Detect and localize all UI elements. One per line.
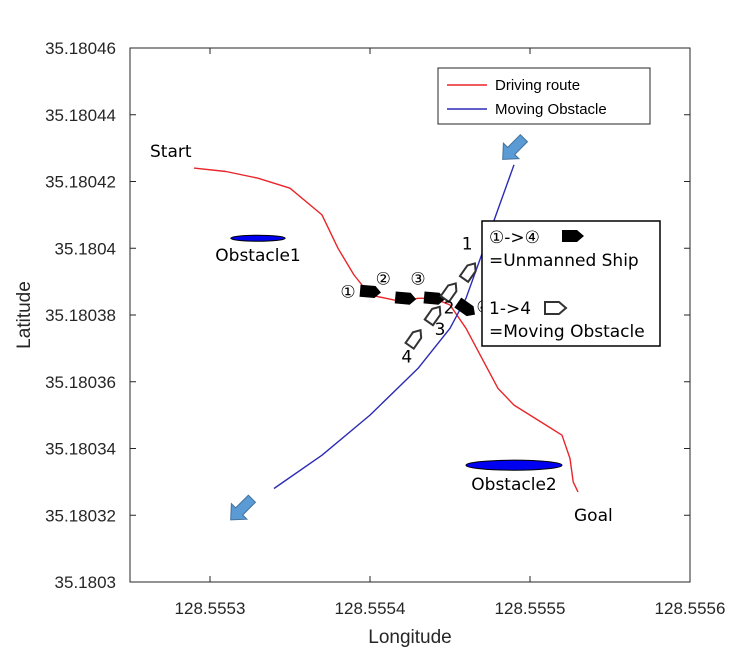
y-tick-label: 35.18038 bbox=[45, 306, 116, 325]
info-box-line3: 1->4 bbox=[489, 299, 531, 319]
y-tick-label: 35.18032 bbox=[45, 506, 116, 525]
unmanned-ship-icon bbox=[423, 291, 445, 305]
goal-label: Goal bbox=[574, 506, 613, 526]
moving-obstacle-icon bbox=[458, 262, 477, 284]
moving-obstacle-marker-label: 4 bbox=[401, 347, 412, 367]
unmanned-ship-marker-label: ③ bbox=[410, 269, 425, 289]
moving-obstacle-marker bbox=[423, 305, 442, 327]
direction-arrow-icon bbox=[230, 494, 257, 521]
obstacle-1-label: Obstacle1 bbox=[215, 246, 300, 266]
unmanned-ship-icon bbox=[454, 297, 476, 317]
static-obstacles: Obstacle1 Obstacle2 bbox=[215, 234, 563, 495]
unmanned-ship-marker bbox=[394, 291, 417, 305]
unmanned-ship-marker-label: ① bbox=[340, 283, 355, 303]
y-tick-label: 35.18044 bbox=[45, 106, 116, 125]
unmanned-ship-marker bbox=[359, 284, 381, 299]
x-axis-label: Longitude bbox=[368, 627, 451, 648]
obstacle-2-label: Obstacle2 bbox=[471, 475, 556, 495]
moving-obstacle-marker bbox=[458, 262, 477, 284]
arrow-shape bbox=[230, 494, 257, 521]
x-tick-label: 128.5556 bbox=[655, 599, 726, 618]
info-box-frame bbox=[481, 220, 661, 347]
obstacle-1-circle bbox=[230, 234, 286, 242]
unmanned-ship-marker bbox=[454, 297, 476, 317]
y-tick-label: 35.18042 bbox=[45, 173, 116, 192]
moving-obstacle-icon bbox=[423, 305, 442, 327]
direction-arrows bbox=[230, 133, 529, 521]
moving-obstacle-legend-icon bbox=[544, 301, 568, 315]
unmanned-ship-marker-label: ② bbox=[376, 269, 391, 289]
unmanned-ship-icon bbox=[394, 291, 417, 305]
moving-obstacle-marker-label: 1 bbox=[462, 235, 473, 255]
y-tick-label: 35.18036 bbox=[45, 373, 116, 392]
moving-obstacle-marker bbox=[404, 328, 423, 351]
info-box-line2: =Unmanned Ship bbox=[489, 251, 639, 271]
moving-obstacle-marker bbox=[439, 282, 458, 304]
start-label: Start bbox=[150, 142, 192, 162]
unmanned-ship-legend-icon bbox=[562, 230, 584, 242]
legend: Driving route Moving Obstacle bbox=[437, 67, 651, 125]
info-box: ①->④ =Unmanned Ship 1->4 =Moving Obstacl… bbox=[481, 220, 661, 347]
x-tick-label: 128.5553 bbox=[175, 599, 246, 618]
unmanned-ship-icon bbox=[359, 284, 381, 299]
y-tick-label: 35.1804 bbox=[55, 239, 116, 258]
y-tick-label: 35.18046 bbox=[45, 39, 116, 58]
moving-obstacle-marker-label: 2 bbox=[444, 299, 455, 319]
moving-obstacle-marker-label: 3 bbox=[435, 320, 446, 340]
arrow-shape bbox=[502, 133, 529, 160]
x-tick-label: 128.5555 bbox=[495, 599, 566, 618]
x-tick-label: 128.5554 bbox=[335, 599, 406, 618]
axis-ticks: 128.5553 128.5554 128.5555 128.5556 35.1803 3… bbox=[45, 39, 725, 618]
moving-obstacle-icon bbox=[439, 282, 458, 304]
legend-box bbox=[437, 67, 651, 125]
moving-obstacle-icon bbox=[404, 328, 423, 351]
y-tick-label: 35.1803 bbox=[55, 573, 116, 592]
y-tick-label: 35.18034 bbox=[45, 440, 116, 459]
unmanned-ship-marker bbox=[423, 291, 445, 305]
ship-markers: ①②③④1234 bbox=[340, 235, 491, 368]
direction-arrow-icon bbox=[502, 133, 529, 160]
obstacle-2-circle bbox=[465, 459, 563, 471]
legend-label-driving-route: Driving route bbox=[495, 77, 580, 94]
y-axis-label: Latitude bbox=[14, 281, 35, 349]
info-box-line4: =Moving Obstacle bbox=[489, 322, 645, 342]
legend-label-moving-obstacle: Moving Obstacle bbox=[495, 101, 607, 118]
info-box-line1: ①->④ bbox=[489, 228, 540, 248]
